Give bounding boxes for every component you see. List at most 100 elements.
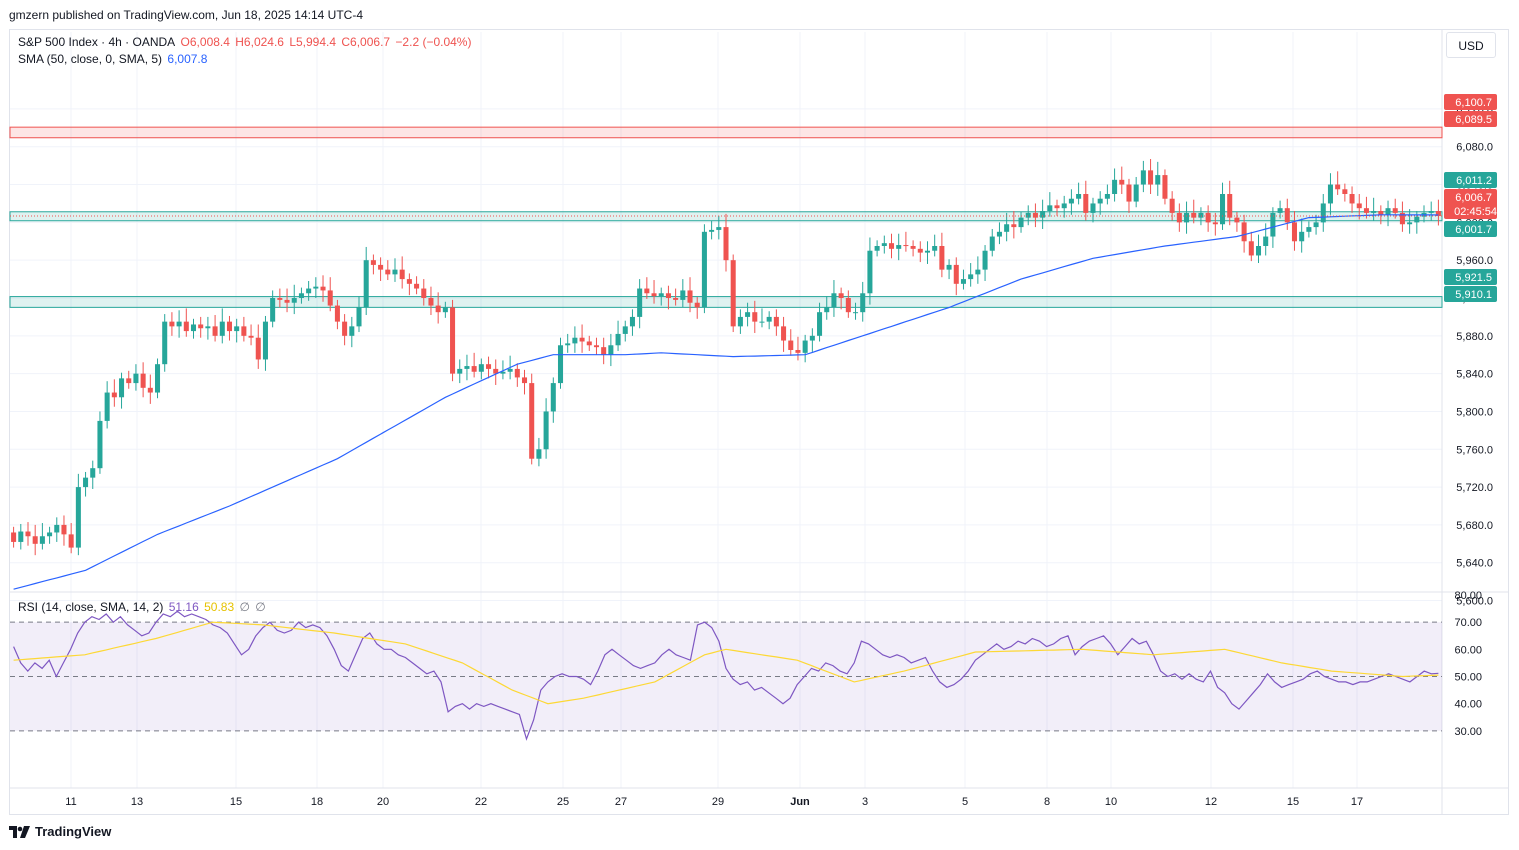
y-tick-label: 5,840.0	[1456, 369, 1493, 381]
rsi-tick-label: 30.00	[1454, 726, 1482, 738]
candle-body	[298, 293, 304, 298]
candle-body	[226, 321, 232, 332]
candle-body	[471, 366, 477, 372]
candle-body	[399, 269, 405, 280]
x-tick-label: 3	[862, 796, 868, 808]
candle-body	[90, 468, 96, 478]
candle-body	[378, 264, 384, 270]
candle-body	[406, 279, 412, 284]
y-tick-label: 5,960.0	[1456, 255, 1493, 267]
rsi-label[interactable]: RSI (14, close, SMA, 14, 2)	[18, 600, 164, 614]
candle-body	[1148, 170, 1154, 185]
x-tick-label: 13	[131, 796, 143, 808]
candle-body	[284, 299, 290, 303]
candle-body	[723, 227, 729, 261]
symbol-title[interactable]: S&P 500 Index · 4h · OANDA	[18, 35, 176, 49]
candle-body	[183, 321, 189, 332]
candle-body	[622, 326, 628, 334]
candle-body	[680, 290, 686, 300]
candle-body	[917, 248, 923, 253]
candle-body	[745, 312, 751, 317]
candle-body	[629, 316, 635, 327]
y-tick-label: 5,640.0	[1456, 558, 1493, 570]
candle-body	[853, 312, 859, 314]
candle-body	[1011, 224, 1017, 228]
candle-body	[658, 293, 664, 297]
candle-body	[334, 305, 340, 322]
candle-body	[1335, 184, 1341, 190]
candle-body	[1140, 170, 1146, 185]
candle-body	[1248, 241, 1254, 256]
footer-brand[interactable]: TradingView	[9, 824, 111, 839]
candle-body	[363, 260, 369, 308]
x-tick-label: 12	[1205, 796, 1217, 808]
tradingview-logo-icon	[9, 825, 30, 838]
candle-body	[1255, 246, 1262, 256]
candle-body	[248, 335, 254, 338]
candle-body	[824, 307, 830, 313]
candle-body	[61, 524, 67, 535]
rsi-ma-value: 50.83	[204, 600, 235, 614]
x-tick-label: 27	[615, 796, 627, 808]
candle-body	[212, 326, 218, 336]
candle-body	[1435, 211, 1441, 217]
candle-body	[975, 269, 981, 275]
candle-body	[716, 227, 722, 230]
candle-body	[1291, 222, 1298, 242]
sma-value: 6,007.8	[167, 52, 208, 66]
candle-body	[1227, 194, 1233, 218]
candle-body	[1407, 222, 1413, 225]
candle-body	[349, 326, 355, 336]
candle-body	[867, 250, 873, 294]
candle-body	[1363, 208, 1369, 213]
candle-body	[457, 368, 463, 374]
candle-body	[802, 340, 808, 353]
candle-body	[1356, 203, 1362, 209]
x-tick-label: 25	[557, 796, 569, 808]
x-tick-label: 22	[475, 796, 487, 808]
candle-body	[32, 536, 38, 544]
open-value: O6,008.4	[180, 35, 230, 49]
currency-button[interactable]: USD	[1446, 32, 1496, 58]
candle-body	[1184, 212, 1190, 223]
candle-body	[306, 288, 312, 294]
candle-body	[1068, 198, 1074, 204]
y-tick-label: 5,880.0	[1456, 331, 1493, 343]
candle-body	[241, 326, 247, 336]
x-tick-label: 5	[962, 796, 968, 808]
candle-body	[946, 264, 952, 270]
candle-body	[557, 345, 564, 384]
candle-body	[1076, 194, 1082, 199]
candle-body	[831, 293, 837, 308]
candle-body	[1320, 203, 1326, 223]
candle-body	[888, 243, 895, 249]
candle-body	[133, 373, 139, 384]
candle-body	[1313, 222, 1319, 228]
candle-body	[1327, 184, 1333, 204]
candle-body	[111, 392, 117, 398]
candle-body	[428, 298, 434, 306]
candle-body	[1112, 179, 1118, 194]
rsi-na-2: ∅	[255, 600, 266, 614]
candle-body	[421, 288, 427, 298]
candle-body	[291, 298, 297, 303]
candle-body	[939, 246, 945, 270]
candle-body	[1385, 208, 1391, 215]
rsi-tick-label: 60.00	[1454, 644, 1482, 656]
sma-label[interactable]: SMA (50, close, 0, SMA, 5)	[18, 52, 163, 66]
candle-body	[1241, 222, 1247, 242]
candle-body	[644, 288, 650, 294]
price-zone	[9, 296, 1443, 308]
candle-body	[910, 246, 916, 249]
candle-body	[154, 364, 161, 393]
candle-body	[464, 366, 470, 369]
candle-body	[536, 449, 542, 459]
candle-body	[75, 487, 81, 548]
candle-body	[327, 290, 333, 306]
candle-body	[1032, 212, 1038, 218]
candle-body	[205, 326, 211, 329]
candle-body	[1119, 179, 1125, 185]
y-tick-label: 5,800.0	[1456, 406, 1493, 418]
candle-body	[25, 531, 31, 537]
